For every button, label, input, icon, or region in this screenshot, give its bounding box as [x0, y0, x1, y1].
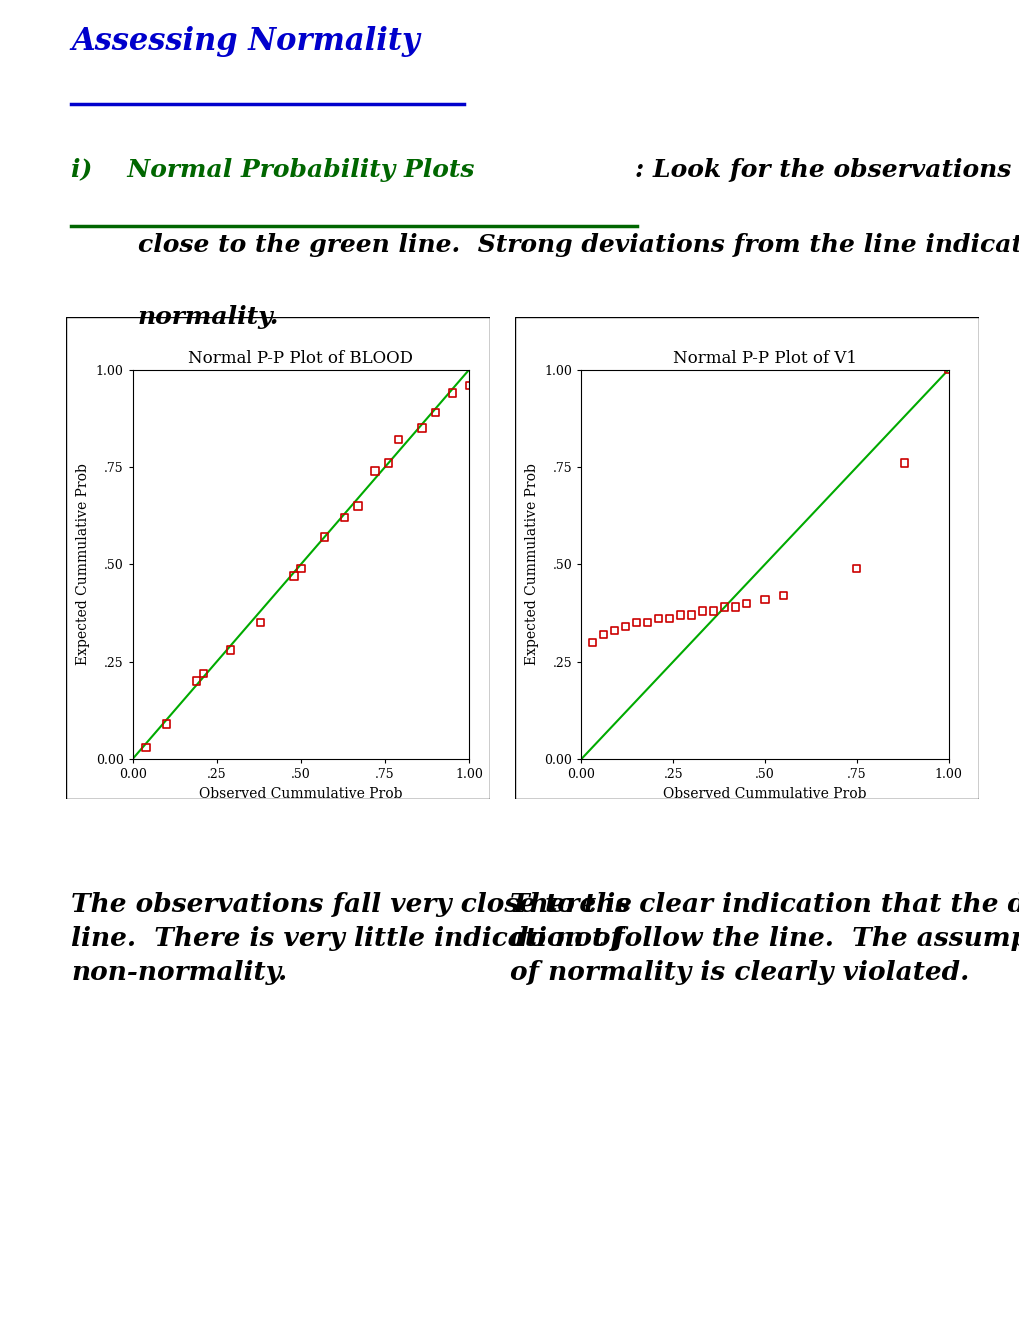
Point [367, 461, 383, 482]
Point [628, 612, 644, 634]
Point [738, 593, 754, 614]
Point [650, 609, 666, 630]
Point [336, 507, 353, 528]
Point [715, 597, 732, 618]
Point [427, 401, 443, 422]
X-axis label: Observed Cummulative Prob: Observed Cummulative Prob [662, 787, 866, 801]
Text: : Look for the observations to fall reasonably: : Look for the observations to fall reas… [635, 158, 1019, 182]
Point [252, 612, 268, 634]
Point [444, 383, 461, 404]
Text: Assessing Normality: Assessing Normality [71, 26, 420, 57]
Point [138, 737, 154, 758]
Point [694, 601, 710, 622]
Point [848, 557, 864, 578]
Point [605, 620, 622, 642]
Point [380, 453, 396, 474]
Point [660, 609, 677, 630]
Y-axis label: Expected Cummulative Prob: Expected Cummulative Prob [525, 463, 538, 665]
Point [222, 639, 238, 660]
Text: The observations fall very close to the
line.  There is very little indication o: The observations fall very close to the … [71, 892, 632, 985]
Point [756, 589, 772, 610]
Point [672, 605, 688, 626]
Point [461, 375, 477, 396]
Point [285, 565, 302, 586]
Point [390, 429, 407, 450]
Point [316, 527, 332, 548]
Point [705, 601, 721, 622]
Text: There is clear indication that the data
do not follow the line.  The assumption
: There is clear indication that the data … [510, 892, 1019, 985]
Point [350, 495, 366, 516]
Point [189, 671, 205, 692]
Y-axis label: Expected Cummulative Prob: Expected Cummulative Prob [76, 463, 90, 665]
Point [727, 597, 743, 618]
Title: Normal P-P Plot of V1: Normal P-P Plot of V1 [673, 350, 856, 367]
Point [616, 616, 633, 638]
X-axis label: Observed Cummulative Prob: Observed Cummulative Prob [199, 787, 403, 801]
Text: close to the green line.  Strong deviations from the line indicate non-: close to the green line. Strong deviatio… [138, 232, 1019, 256]
Point [896, 453, 912, 474]
Point [292, 557, 309, 578]
Text: i)    Normal Probability Plots: i) Normal Probability Plots [71, 158, 475, 182]
Point [414, 417, 430, 438]
Point [774, 585, 791, 606]
Point [595, 624, 611, 645]
Point [940, 359, 956, 380]
Point [158, 713, 174, 734]
Point [639, 612, 655, 634]
Point [683, 605, 699, 626]
Point [584, 632, 600, 653]
Point [195, 663, 211, 684]
Text: normality.: normality. [138, 305, 279, 329]
Title: Normal P-P Plot of BLOOD: Normal P-P Plot of BLOOD [189, 350, 413, 367]
